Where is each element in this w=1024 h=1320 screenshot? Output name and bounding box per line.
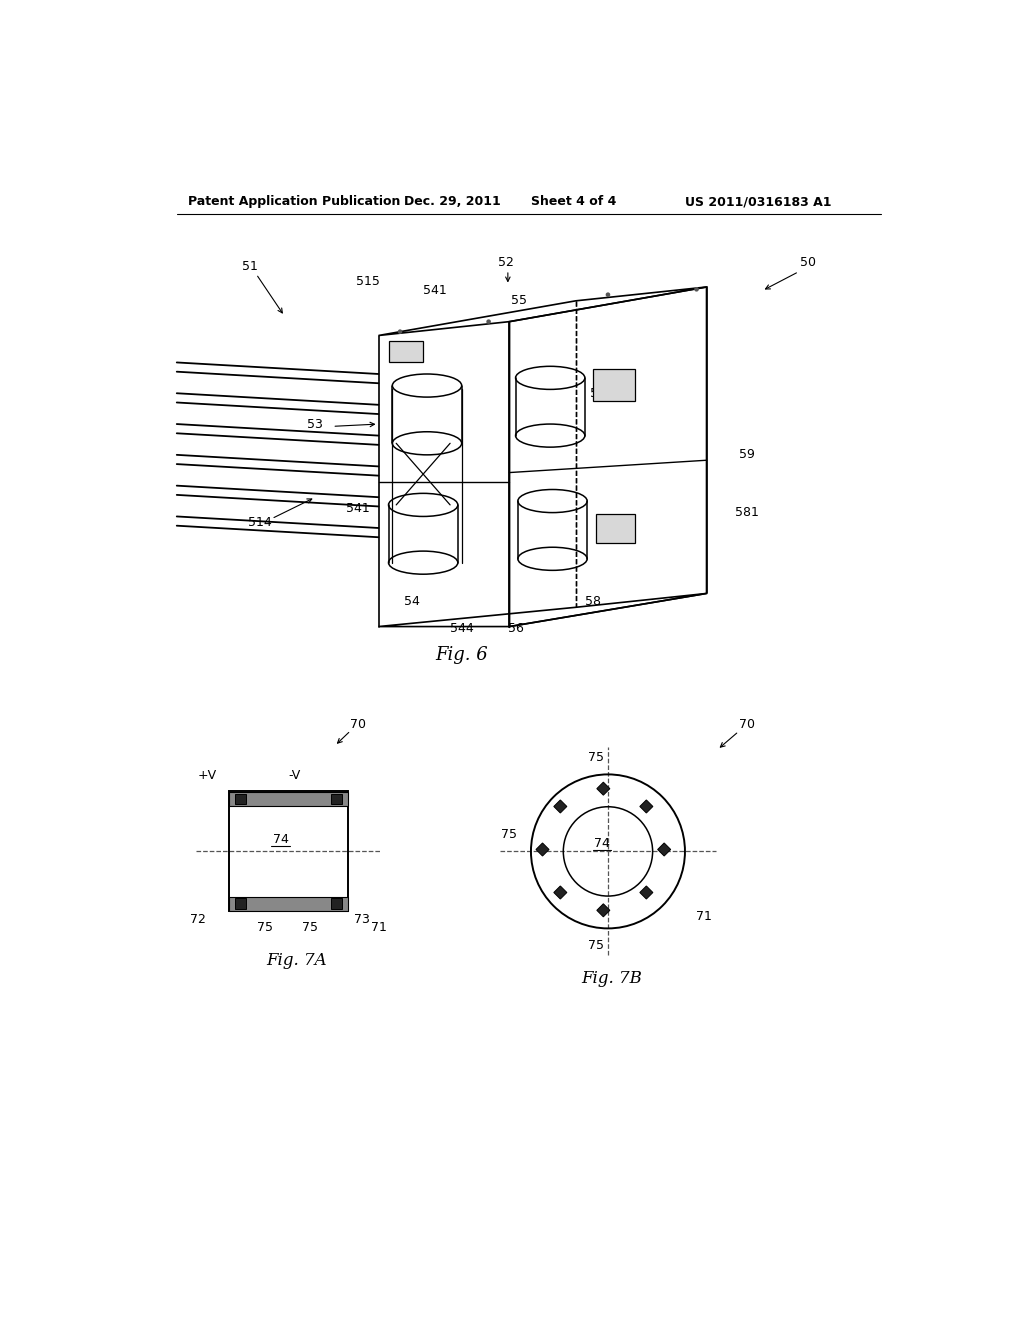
- Text: -V: -V: [289, 768, 301, 781]
- Text: 70: 70: [738, 718, 755, 731]
- Text: 50: 50: [800, 256, 816, 269]
- Text: 541: 541: [423, 284, 446, 297]
- Text: 581: 581: [734, 506, 759, 519]
- Bar: [331, 899, 342, 909]
- Text: +V: +V: [198, 768, 217, 781]
- Text: 515: 515: [355, 275, 380, 288]
- Bar: [536, 843, 549, 857]
- Bar: [229, 792, 348, 807]
- Text: 75: 75: [257, 921, 273, 935]
- Text: Fig. 7A: Fig. 7A: [266, 952, 327, 969]
- Text: 74: 74: [272, 833, 289, 846]
- Text: 514: 514: [248, 516, 271, 529]
- Text: 52: 52: [499, 256, 514, 269]
- Text: Patent Application Publication: Patent Application Publication: [188, 195, 400, 209]
- Bar: [554, 800, 567, 813]
- Text: 73: 73: [353, 913, 370, 927]
- Text: 75: 75: [302, 921, 318, 935]
- Text: 56: 56: [508, 622, 523, 635]
- Bar: [640, 886, 653, 899]
- Bar: [597, 904, 610, 917]
- Circle shape: [605, 293, 610, 297]
- Circle shape: [397, 330, 402, 334]
- Text: Fig. 7B: Fig. 7B: [582, 970, 642, 987]
- Bar: [388, 341, 423, 363]
- Circle shape: [694, 286, 698, 292]
- Bar: [597, 783, 610, 795]
- Text: 59: 59: [738, 449, 755, 462]
- Bar: [236, 793, 246, 804]
- Bar: [657, 843, 671, 857]
- Circle shape: [486, 319, 490, 323]
- Text: 541: 541: [346, 502, 370, 515]
- Text: 591: 591: [590, 387, 613, 400]
- Text: 54: 54: [403, 594, 420, 607]
- Text: 55: 55: [511, 294, 527, 308]
- Text: 51: 51: [242, 260, 258, 273]
- Text: 71: 71: [696, 911, 712, 924]
- Bar: [554, 886, 567, 899]
- Bar: [229, 792, 348, 911]
- Text: 58: 58: [585, 594, 600, 607]
- Bar: [331, 793, 342, 804]
- Bar: [596, 515, 635, 544]
- Bar: [236, 899, 246, 909]
- Text: 544: 544: [450, 622, 473, 635]
- Text: 75: 75: [502, 828, 517, 841]
- Text: 75: 75: [589, 939, 604, 952]
- Text: Fig. 6: Fig. 6: [435, 645, 488, 664]
- Text: 72: 72: [189, 913, 206, 927]
- Text: Sheet 4 of 4: Sheet 4 of 4: [531, 195, 616, 209]
- Bar: [640, 800, 653, 813]
- Text: 74: 74: [594, 837, 609, 850]
- Text: 71: 71: [372, 921, 387, 935]
- Bar: [229, 896, 348, 911]
- Text: 70: 70: [350, 718, 366, 731]
- Text: Dec. 29, 2011: Dec. 29, 2011: [403, 195, 501, 209]
- Bar: [593, 368, 635, 401]
- Text: 75: 75: [589, 751, 604, 764]
- Text: 53: 53: [307, 417, 324, 430]
- Text: US 2011/0316183 A1: US 2011/0316183 A1: [685, 195, 831, 209]
